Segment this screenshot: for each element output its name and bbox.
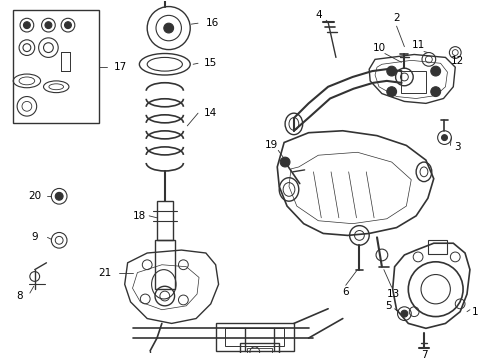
Circle shape xyxy=(430,87,440,96)
Circle shape xyxy=(45,22,52,28)
Text: 19: 19 xyxy=(264,140,278,150)
Text: 14: 14 xyxy=(203,108,217,118)
Text: 3: 3 xyxy=(453,143,460,152)
Circle shape xyxy=(386,87,396,96)
Text: 5: 5 xyxy=(385,301,391,311)
Text: 18: 18 xyxy=(132,211,146,221)
Circle shape xyxy=(280,157,289,167)
Bar xyxy=(225,328,284,346)
Text: 16: 16 xyxy=(205,18,219,28)
Text: 13: 13 xyxy=(386,289,400,299)
Bar xyxy=(215,323,293,351)
Text: 7: 7 xyxy=(420,350,427,360)
Text: 9: 9 xyxy=(31,232,38,242)
Bar xyxy=(401,71,425,93)
Text: 15: 15 xyxy=(203,58,217,68)
Circle shape xyxy=(441,135,447,140)
Text: 12: 12 xyxy=(449,56,463,66)
Text: 11: 11 xyxy=(410,40,424,50)
Text: 20: 20 xyxy=(28,191,41,201)
Circle shape xyxy=(55,192,63,200)
Bar xyxy=(427,240,447,254)
Text: 17: 17 xyxy=(114,62,127,72)
Circle shape xyxy=(64,22,71,28)
Bar xyxy=(13,10,99,123)
Text: 4: 4 xyxy=(314,10,321,21)
Text: 10: 10 xyxy=(372,42,385,53)
Text: 2: 2 xyxy=(392,13,399,23)
Circle shape xyxy=(163,23,173,33)
Circle shape xyxy=(430,66,440,76)
Bar xyxy=(155,240,174,289)
Text: 21: 21 xyxy=(98,267,112,278)
Text: 8: 8 xyxy=(17,291,23,301)
Text: 6: 6 xyxy=(342,287,348,297)
Bar xyxy=(240,343,279,360)
Circle shape xyxy=(400,310,407,317)
Bar xyxy=(246,348,272,357)
Circle shape xyxy=(386,66,396,76)
Text: 1: 1 xyxy=(470,307,477,317)
Bar xyxy=(61,51,70,71)
Bar xyxy=(157,201,172,240)
Circle shape xyxy=(23,22,30,28)
